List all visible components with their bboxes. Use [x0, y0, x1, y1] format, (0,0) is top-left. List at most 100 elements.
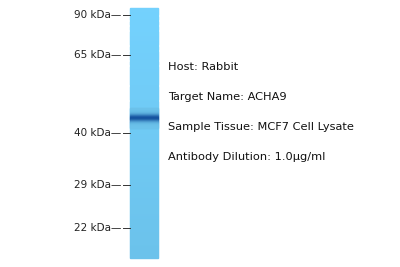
Bar — [130, 130, 158, 131]
Bar — [130, 213, 158, 214]
Bar — [130, 200, 158, 201]
Bar — [130, 103, 158, 104]
Bar — [130, 82, 158, 83]
Bar — [130, 65, 158, 66]
Bar — [130, 111, 158, 112]
Bar — [130, 162, 158, 163]
Bar — [130, 144, 158, 145]
Bar — [130, 209, 158, 210]
Bar — [130, 91, 158, 92]
Bar — [130, 172, 158, 173]
Bar — [130, 29, 158, 30]
Bar — [130, 256, 158, 257]
Bar — [130, 176, 158, 177]
Bar — [130, 251, 158, 252]
Bar — [130, 126, 158, 127]
Bar — [130, 236, 158, 237]
Bar — [130, 229, 158, 230]
Bar — [130, 117, 158, 118]
Bar — [130, 120, 158, 121]
Bar — [130, 173, 158, 174]
Bar — [130, 199, 158, 200]
Bar — [130, 238, 158, 239]
Bar — [130, 12, 158, 13]
Bar — [130, 181, 158, 182]
Bar — [130, 237, 158, 238]
Bar — [130, 231, 158, 232]
Bar — [130, 43, 158, 44]
Bar — [130, 47, 158, 48]
Bar — [130, 170, 158, 171]
Bar — [130, 163, 158, 164]
Bar — [130, 149, 158, 150]
Bar — [130, 160, 158, 161]
Bar — [130, 20, 158, 21]
Bar — [130, 152, 158, 153]
Bar — [130, 168, 158, 169]
Bar — [130, 131, 158, 132]
Bar — [130, 146, 158, 147]
Bar — [130, 118, 158, 119]
Bar — [130, 89, 158, 90]
Bar — [130, 133, 158, 134]
Bar — [130, 87, 158, 88]
Bar — [130, 159, 158, 160]
Bar — [130, 214, 158, 215]
Bar — [130, 96, 158, 97]
Bar — [130, 119, 158, 120]
Bar — [130, 13, 158, 14]
Bar — [130, 254, 158, 255]
Bar — [130, 31, 158, 32]
Bar — [130, 227, 158, 228]
Bar — [130, 99, 158, 100]
Bar — [130, 249, 158, 250]
Bar — [130, 134, 158, 135]
Bar — [130, 112, 158, 113]
Bar — [130, 232, 158, 233]
Bar — [130, 120, 158, 121]
Bar — [130, 126, 158, 127]
Bar — [130, 80, 158, 81]
Bar — [130, 16, 158, 17]
Bar — [130, 171, 158, 172]
Bar — [130, 79, 158, 80]
Bar — [130, 203, 158, 204]
Bar — [130, 42, 158, 43]
Bar — [130, 183, 158, 184]
Bar — [130, 122, 158, 123]
Bar — [130, 49, 158, 50]
Bar — [130, 94, 158, 95]
Bar — [130, 255, 158, 256]
Bar — [130, 192, 158, 193]
Bar — [130, 119, 158, 120]
Bar — [130, 157, 158, 158]
Bar — [130, 248, 158, 249]
Bar — [130, 196, 158, 197]
Bar — [130, 174, 158, 175]
Bar — [130, 84, 158, 85]
Bar — [130, 167, 158, 168]
Bar — [130, 151, 158, 152]
Bar — [130, 60, 158, 61]
Bar — [130, 165, 158, 166]
Bar — [130, 118, 158, 119]
Bar — [130, 114, 158, 115]
Bar — [130, 76, 158, 77]
Bar — [130, 211, 158, 212]
Bar — [130, 154, 158, 155]
Bar — [130, 68, 158, 69]
Bar — [130, 127, 158, 128]
Bar — [130, 77, 158, 78]
Bar — [130, 142, 158, 143]
Bar — [130, 215, 158, 216]
Text: Antibody Dilution: 1.0μg/ml: Antibody Dilution: 1.0μg/ml — [168, 152, 325, 162]
Bar — [130, 62, 158, 63]
Bar — [130, 224, 158, 225]
Bar — [130, 198, 158, 199]
Bar — [130, 205, 158, 206]
Bar — [130, 234, 158, 235]
Bar — [130, 155, 158, 156]
Bar — [130, 178, 158, 179]
Bar — [130, 70, 158, 71]
Bar — [130, 257, 158, 258]
